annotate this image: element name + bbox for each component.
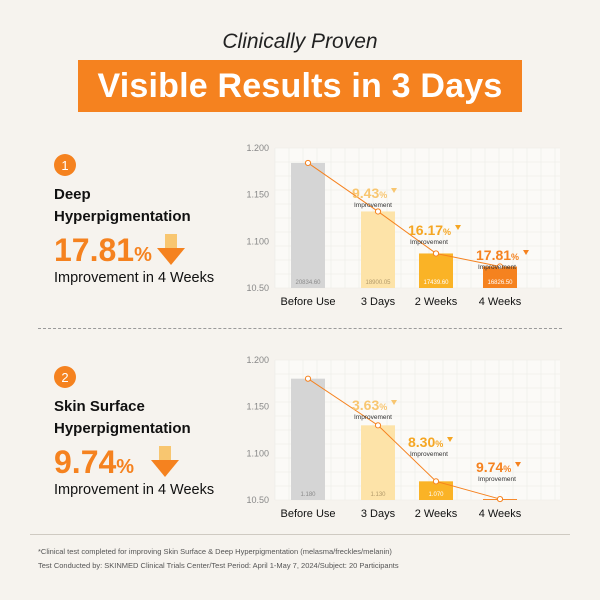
down-arrow-icon (157, 234, 185, 265)
bar-value-label: 1.070 (428, 492, 444, 498)
y-tick-label: 1.100 (246, 236, 269, 246)
down-arrow-icon (151, 446, 179, 477)
bar (419, 481, 453, 500)
bar-chart: 10.50 1.100 1.150 1.200 1.180 1.130 1.070 1.051… (246, 355, 560, 520)
triangle-down-icon (391, 400, 397, 405)
improvement-annotation-label: Improvement (478, 476, 516, 483)
bar-value-label: 16826.50 (487, 280, 513, 286)
percent-symbol: % (134, 244, 152, 266)
section-number-badge: 1 (54, 154, 76, 176)
trend-point (432, 478, 440, 485)
improvement-annotation-label: Improvement (478, 264, 516, 271)
section-title-line2: Hyperpigmentation (54, 420, 191, 437)
y-tick-label: 10.50 (246, 283, 269, 293)
bar-value-label: 1.051 (492, 492, 508, 498)
y-tick-label: 1.100 (246, 448, 269, 458)
y-tick-label: 1.200 (246, 355, 269, 365)
bar-chart: 10.50 1.100 1.150 1.200 20834.60 18900.05 1743… (246, 143, 560, 308)
improvement-annotation: 16.17% (408, 222, 451, 238)
bar (483, 266, 517, 288)
bar-value-label: 20834.60 (295, 280, 321, 286)
bar (419, 253, 453, 288)
improvement-annotation-label: Improvement (354, 202, 392, 209)
triangle-down-icon (391, 188, 397, 193)
trend-point (432, 250, 440, 257)
improvement-annotation: 17.81% (476, 247, 519, 263)
improvement-caption: Improvement in 4 Weeks (54, 270, 215, 286)
section-deep: 1 Deep Hyperpigmentation 17.81% Improvem… (0, 140, 600, 315)
section-title-line1: Skin Surface (54, 398, 145, 415)
section-title-line2: Hyperpigmentation (54, 208, 191, 225)
bar (361, 425, 395, 500)
headline-title: Visible Results in 3 Days (97, 66, 503, 105)
triangle-down-icon (447, 437, 453, 442)
x-category-label: 2 Weeks (415, 296, 458, 308)
footnote-line1: *Clinical test completed for improving S… (38, 547, 392, 556)
percent-symbol: % (116, 456, 135, 478)
x-category-label: 4 Weeks (479, 296, 522, 308)
trend-line (307, 162, 501, 268)
improvement-percentage: 9.74% (54, 444, 134, 485)
triangle-down-icon (515, 462, 521, 467)
bar-value-label: 17439.60 (423, 280, 449, 286)
footnote-line2: Test Conducted by: SKINMED Clinical Tria… (38, 561, 399, 570)
improvement-value: 9.74 (54, 444, 117, 480)
y-tick-label: 1.200 (246, 143, 269, 153)
bar (361, 211, 395, 288)
kicker-text: Clinically Proven (222, 30, 378, 53)
trend-point (304, 159, 312, 167)
headline-banner: Visible Results in 3 Days (78, 60, 522, 112)
improvement-annotation: 8.30% (408, 434, 443, 450)
section-title: Skin Surface Hyperpigmentation (54, 396, 191, 440)
bar-value-label: 18900.05 (365, 280, 391, 286)
trend-point (496, 263, 504, 270)
trend-point (496, 495, 504, 503)
x-category-label: 4 Weeks (479, 508, 522, 520)
footnote-rule (30, 534, 570, 535)
y-tick-label: 1.150 (246, 190, 269, 200)
triangle-down-icon (523, 250, 529, 255)
improvement-percentage: 17.81% (54, 232, 152, 273)
improvement-annotation: 9.74% (476, 459, 511, 475)
trend-point (374, 208, 382, 215)
trend-point (304, 375, 312, 382)
section-number-badge: 2 (54, 366, 76, 388)
trend-point (374, 422, 382, 429)
section-divider (38, 328, 562, 329)
improvement-caption: Improvement in 4 Weeks (54, 482, 215, 498)
section-title-line1: Deep (54, 186, 91, 203)
x-category-label: 3 Days (361, 508, 396, 520)
improvement-value: 17.81 (54, 232, 135, 268)
improvement-annotation: 9.43% (352, 185, 387, 201)
triangle-down-icon (455, 225, 461, 230)
improvement-annotation-label: Improvement (410, 451, 448, 458)
improvement-annotation-label: Improvement (410, 239, 448, 246)
x-category-label: 2 Weeks (415, 508, 458, 520)
y-tick-label: 10.50 (246, 495, 269, 505)
bar-value-label: 1.180 (300, 492, 316, 498)
section-surface: 2 Skin Surface Hyperpigmentation 9.74% I… (0, 352, 600, 527)
section-title: Deep Hyperpigmentation (54, 184, 191, 228)
improvement-annotation-label: Improvement (354, 414, 392, 421)
improvement-annotation: 3.63% (352, 397, 387, 413)
x-category-label: Before Use (280, 508, 335, 520)
trend-line (307, 378, 501, 500)
x-category-label: 3 Days (361, 296, 396, 308)
x-category-label: Before Use (280, 296, 335, 308)
bar-value-label: 1.130 (370, 492, 386, 498)
y-tick-label: 1.150 (246, 402, 269, 412)
bar (291, 162, 325, 288)
bar (291, 378, 325, 500)
